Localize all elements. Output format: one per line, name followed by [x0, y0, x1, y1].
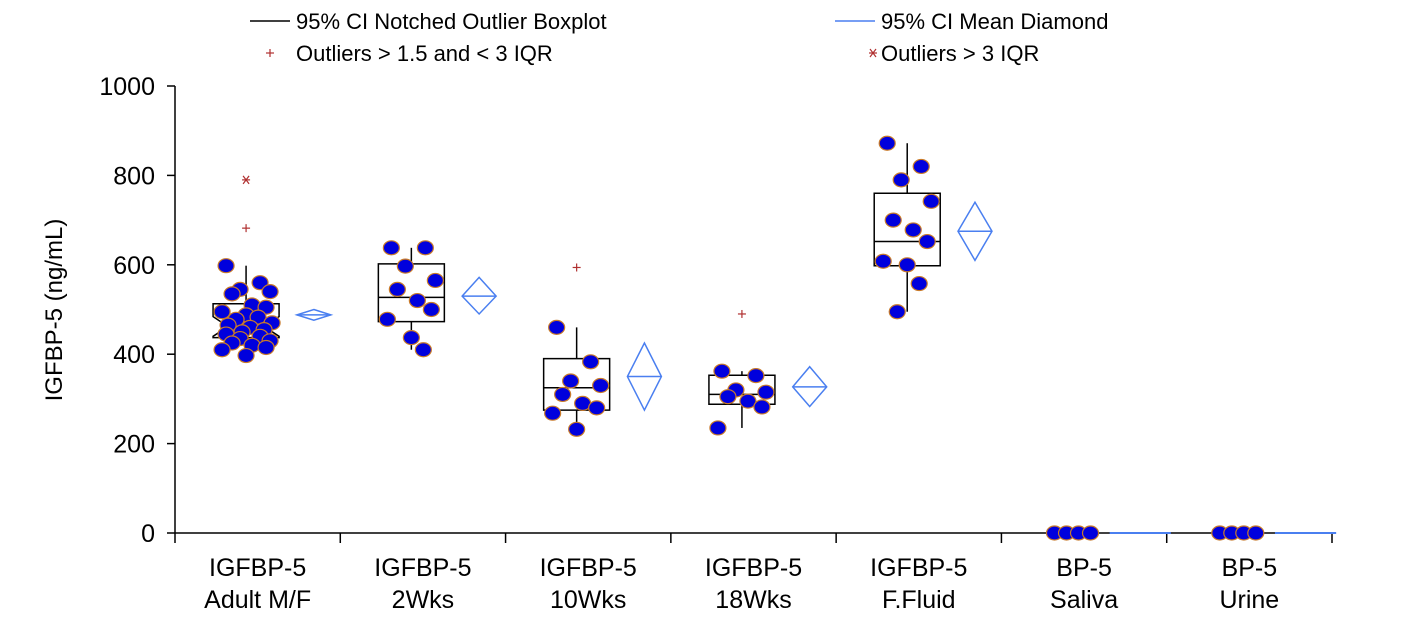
data-point [753, 399, 771, 415]
legend-item-2: Outliers > 1.5 and < 3 IQR [266, 41, 553, 66]
data-point [912, 158, 930, 175]
data-point [213, 304, 231, 320]
data-point [878, 135, 896, 151]
data-point [422, 301, 440, 318]
data-point [747, 368, 765, 384]
data-point [1247, 525, 1265, 541]
data-point [918, 233, 936, 250]
group-6: BP-5 Urine [1211, 525, 1337, 614]
data-point [713, 363, 731, 379]
x-category-label-line1: IGFBP-5 [705, 554, 802, 582]
data-point [719, 389, 737, 405]
data-point [213, 342, 231, 358]
data-point [888, 304, 906, 320]
x-category-label-line1: IGFBP-5 [870, 554, 967, 582]
box [377, 263, 446, 323]
y-tick-label: 400 [113, 341, 155, 369]
x-category-label-line1: IGFBP-5 [374, 554, 471, 582]
data-point [910, 275, 928, 292]
data-point [884, 212, 902, 228]
data-point [261, 284, 279, 300]
outlier-mild-marker [242, 224, 251, 233]
mean-diamond [626, 341, 663, 412]
outlier-extreme-marker [242, 175, 251, 185]
legend-item-0: 95% CI Notched Outlier Boxplot [250, 9, 607, 34]
legend-item-3: Outliers > 3 IQR [869, 41, 1039, 66]
data-point [249, 309, 267, 325]
data-point [217, 258, 235, 274]
data-point [388, 281, 406, 297]
data-point [378, 311, 396, 327]
group-5: BP-5 Saliva [1045, 525, 1171, 614]
x-category-label-line2: Adult M/F [204, 586, 311, 614]
x-category-label-line1: BP-5 [1222, 554, 1278, 582]
data-point [904, 222, 922, 238]
data-point [548, 319, 566, 335]
mean-diamond [957, 200, 993, 262]
data-point [874, 253, 892, 269]
data-point [922, 193, 940, 209]
mean-diamond [461, 276, 498, 316]
x-category-label-line2: F.Fluid [882, 586, 956, 614]
y-tick-label: 0 [141, 520, 155, 548]
data-point [223, 286, 241, 302]
data-point [1081, 525, 1100, 541]
group-3: IGFBP-5 18Wks [705, 309, 828, 614]
outlier-mild-marker [737, 309, 746, 318]
x-category-label-line1: IGFBP-5 [209, 554, 306, 582]
legend-label: Outliers > 1.5 and < 3 IQR [296, 41, 553, 66]
outlier-star-d2 [242, 175, 250, 185]
y-axis-title: IGFBP-5 (ng/mL) [41, 219, 68, 402]
y-tick-label: 800 [113, 162, 155, 190]
x-category-label-line2: 2Wks [392, 586, 455, 614]
data-point [408, 292, 426, 309]
data-point [382, 240, 400, 256]
legend-label: 95% CI Notched Outlier Boxplot [296, 9, 607, 34]
data-point [396, 258, 414, 274]
data-point [898, 257, 916, 273]
data-point [568, 421, 586, 437]
group-0: IGFBP-5 Adult M/F [204, 175, 334, 614]
legend-star-d2 [869, 48, 877, 58]
mean-diamond [294, 308, 334, 322]
outlier-mild-marker [572, 263, 581, 272]
legend-label: Outliers > 3 IQR [881, 41, 1039, 66]
x-category-label-line1: BP-5 [1056, 554, 1112, 582]
y-tick-label: 600 [113, 252, 155, 280]
legend-item-1: 95% CI Mean Diamond [835, 9, 1108, 34]
x-category-label-line1: IGFBP-5 [540, 554, 637, 582]
data-point [414, 342, 432, 358]
data-point [757, 384, 775, 400]
data-point [416, 240, 434, 256]
data-point [709, 420, 727, 436]
data-point [554, 386, 572, 403]
group-1: IGFBP-5 2Wks [374, 240, 498, 614]
data-point [426, 272, 444, 289]
data-point [562, 373, 580, 389]
x-category-label-line2: Saliva [1050, 586, 1118, 614]
group-4: IGFBP-5 F.Fluid [870, 135, 993, 614]
x-category-label-line2: 10Wks [550, 586, 626, 614]
axes: 0 200 400 600 800 1000 [99, 73, 1333, 548]
data-point [544, 405, 562, 421]
mean-diamond [791, 365, 828, 408]
x-category-label-line2: Urine [1219, 586, 1279, 614]
data-point [588, 400, 606, 416]
data-point [582, 354, 600, 370]
data-point [257, 339, 275, 356]
group-2: IGFBP-5 10Wks [540, 263, 663, 614]
data-point [892, 172, 910, 188]
legend-label: 95% CI Mean Diamond [881, 9, 1108, 34]
legend: 95% CI Notched Outlier Boxplot 95% CI Mea… [250, 9, 1108, 66]
y-tick-label: 1000 [99, 73, 155, 101]
x-category-label-line2: 18Wks [715, 586, 791, 614]
data-point [739, 393, 757, 409]
data-point [237, 347, 255, 364]
y-tick-label: 200 [113, 431, 155, 459]
data-point [592, 377, 610, 394]
data-point [402, 330, 420, 346]
